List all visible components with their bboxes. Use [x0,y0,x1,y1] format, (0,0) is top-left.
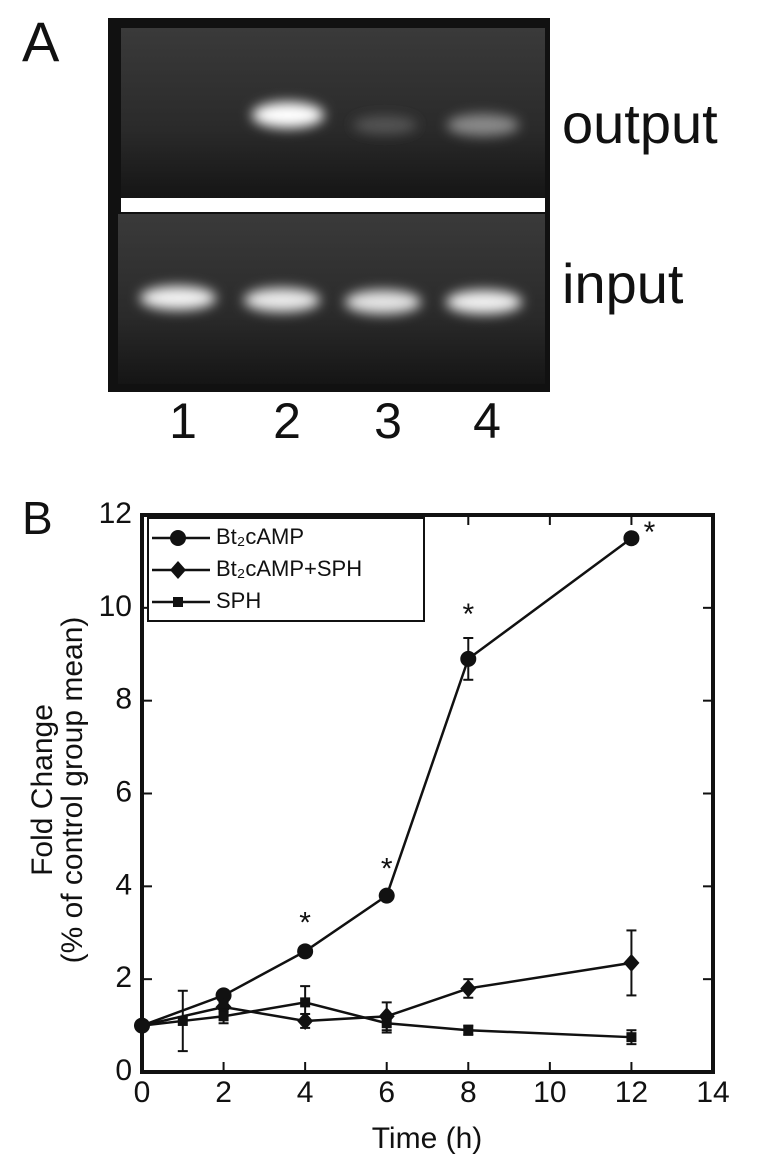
marker [623,953,640,972]
band [353,116,417,134]
x-tick-label: 4 [297,1076,314,1109]
y-axis-label: Fold Change (% of control group mean) [26,617,89,964]
legend-label: SPH [216,588,261,613]
marker [623,530,640,547]
point-label: * [381,852,393,885]
marker [173,597,183,607]
x-tick-label: 12 [615,1076,648,1109]
x-tick-label: 10 [533,1076,566,1109]
gel-output [121,28,545,198]
marker [297,1011,314,1030]
y-tick-label: 8 [115,683,132,716]
marker [378,887,395,904]
legend-label: Bt₂cAMP [216,524,304,549]
lane-label: 1 [169,393,197,449]
lane-label: 4 [473,393,501,449]
x-tick-label: 6 [378,1076,395,1109]
x-tick-label: 0 [134,1076,151,1109]
series-line [141,961,632,1027]
band [252,102,324,128]
marker [297,943,314,960]
marker [170,530,186,546]
y-tick-label: 12 [99,497,132,530]
band [447,114,519,136]
marker [170,561,186,579]
lane-label: 3 [374,393,402,449]
marker [381,1018,392,1029]
band [446,290,522,314]
x-axis-label: Time (h) [372,1122,483,1155]
legend-label: Bt₂cAMP+SPH [216,556,362,581]
marker [215,987,232,1004]
lane-label: 2 [273,393,301,449]
point-label: * [644,516,656,549]
point-label: * [299,907,311,940]
series-line [141,537,633,1027]
marker [626,1032,637,1043]
band [140,286,216,310]
marker [460,650,477,667]
bands [140,102,522,314]
point-label: * [462,598,474,631]
band [244,288,320,312]
marker [137,1020,147,1031]
band [345,290,421,314]
gel [108,18,550,392]
y-tick-label: 6 [115,775,132,808]
marker [300,997,311,1008]
y-tick-label: 0 [115,1054,132,1087]
row-label: output [562,92,718,155]
row-label: input [562,252,684,315]
marker [177,1015,188,1026]
marker [463,1025,474,1036]
marker [218,1011,229,1022]
y-tick-label: 4 [115,868,132,901]
x-tick-label: 14 [696,1076,729,1109]
x-tick-label: 2 [215,1076,232,1109]
gel-separator [121,198,545,212]
y-axis-label-line: (% of control group mean) [56,617,89,964]
marker [460,979,477,998]
x-tick-label: 8 [460,1076,477,1109]
plot: 0 2 4 6 8 10 12 14 0 2 4 6 8 10 12 * * * * Bt₂cAMP Bt₂cAMP+S… [99,497,730,1109]
y-tick-label: 2 [115,961,132,994]
panel-label: A [22,10,60,73]
y-tick-label: 10 [99,590,132,623]
legend: Bt₂cAMP Bt₂cAMP+SPH SPH [147,517,425,622]
y-axis-label-line: Fold Change [26,704,59,876]
panel-label: B [22,492,53,544]
